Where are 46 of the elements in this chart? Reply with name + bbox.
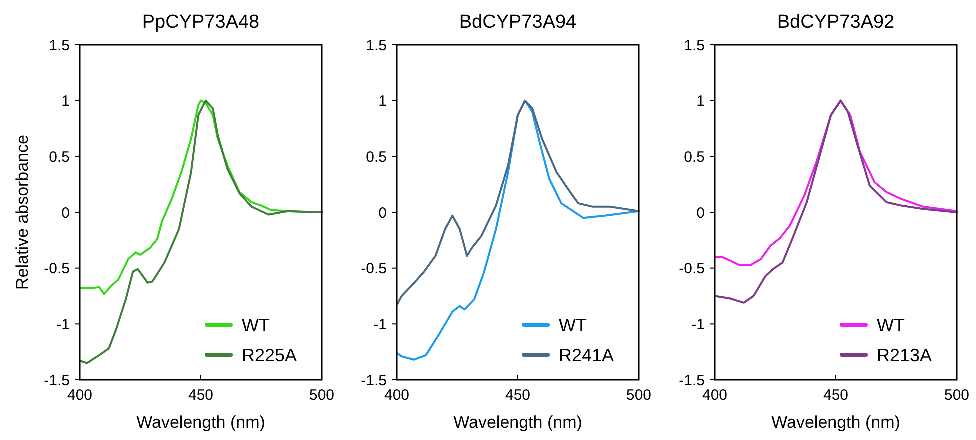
y-tick-label: 1.5 — [366, 37, 387, 54]
x-tick-label: 500 — [944, 387, 970, 404]
x-tick-label: 400 — [384, 387, 410, 404]
y-tick-label: 1 — [696, 93, 705, 110]
y-tick-label: 0.5 — [49, 148, 70, 166]
y-tick-label: -1 — [374, 316, 387, 334]
y-tick-label: -0.5 — [361, 260, 387, 278]
y-tick-label: -1.5 — [44, 372, 70, 390]
line-series — [396, 100, 640, 306]
y-tick-label: 1.5 — [49, 37, 70, 54]
legend-label: R241A — [559, 345, 614, 366]
x-tick-label: 450 — [188, 387, 214, 404]
x-tick-label: 450 — [505, 387, 531, 404]
y-axis-title: Relative absorbance — [13, 135, 32, 290]
legend-label: R225A — [242, 345, 298, 366]
y-tick-label: -1.5 — [679, 372, 705, 390]
y-tick-label: -1 — [56, 316, 70, 334]
legend-label: WT — [559, 315, 587, 336]
line-series — [714, 100, 958, 304]
x-axis-title: Wavelength (nm) — [772, 413, 900, 432]
legend-label: R213A — [877, 345, 932, 366]
x-tick-label: 500 — [309, 387, 335, 404]
legend-label: WT — [242, 315, 270, 336]
y-tick-label: -0.5 — [44, 260, 70, 278]
y-tick-label: -0.5 — [679, 260, 705, 278]
y-tick-label: 0.5 — [366, 148, 387, 166]
chart-title: BdCYP73A94 — [459, 12, 578, 33]
y-tick-label: 0 — [696, 204, 705, 222]
line-series — [79, 100, 323, 364]
y-tick-label: 1.5 — [684, 37, 705, 54]
x-axis-title: Wavelength (nm) — [454, 413, 582, 432]
x-tick-label: 400 — [67, 387, 93, 404]
y-tick-label: 1 — [378, 93, 387, 110]
x-tick-label: 500 — [626, 387, 652, 404]
y-tick-label: -1.5 — [361, 372, 387, 390]
chart-title: PpCYP73A48 — [142, 12, 260, 33]
y-tick-label: 0.5 — [684, 148, 705, 166]
y-tick-label: 0 — [62, 204, 70, 222]
legend-label: WT — [877, 315, 905, 336]
x-axis-title: Wavelength (nm) — [136, 413, 266, 432]
x-tick-label: 400 — [702, 387, 728, 404]
chart-title: BdCYP73A92 — [777, 12, 895, 33]
y-tick-label: -1 — [692, 316, 705, 334]
y-tick-label: 0 — [378, 204, 387, 222]
y-tick-label: 1 — [62, 93, 70, 110]
x-tick-label: 450 — [823, 387, 849, 404]
